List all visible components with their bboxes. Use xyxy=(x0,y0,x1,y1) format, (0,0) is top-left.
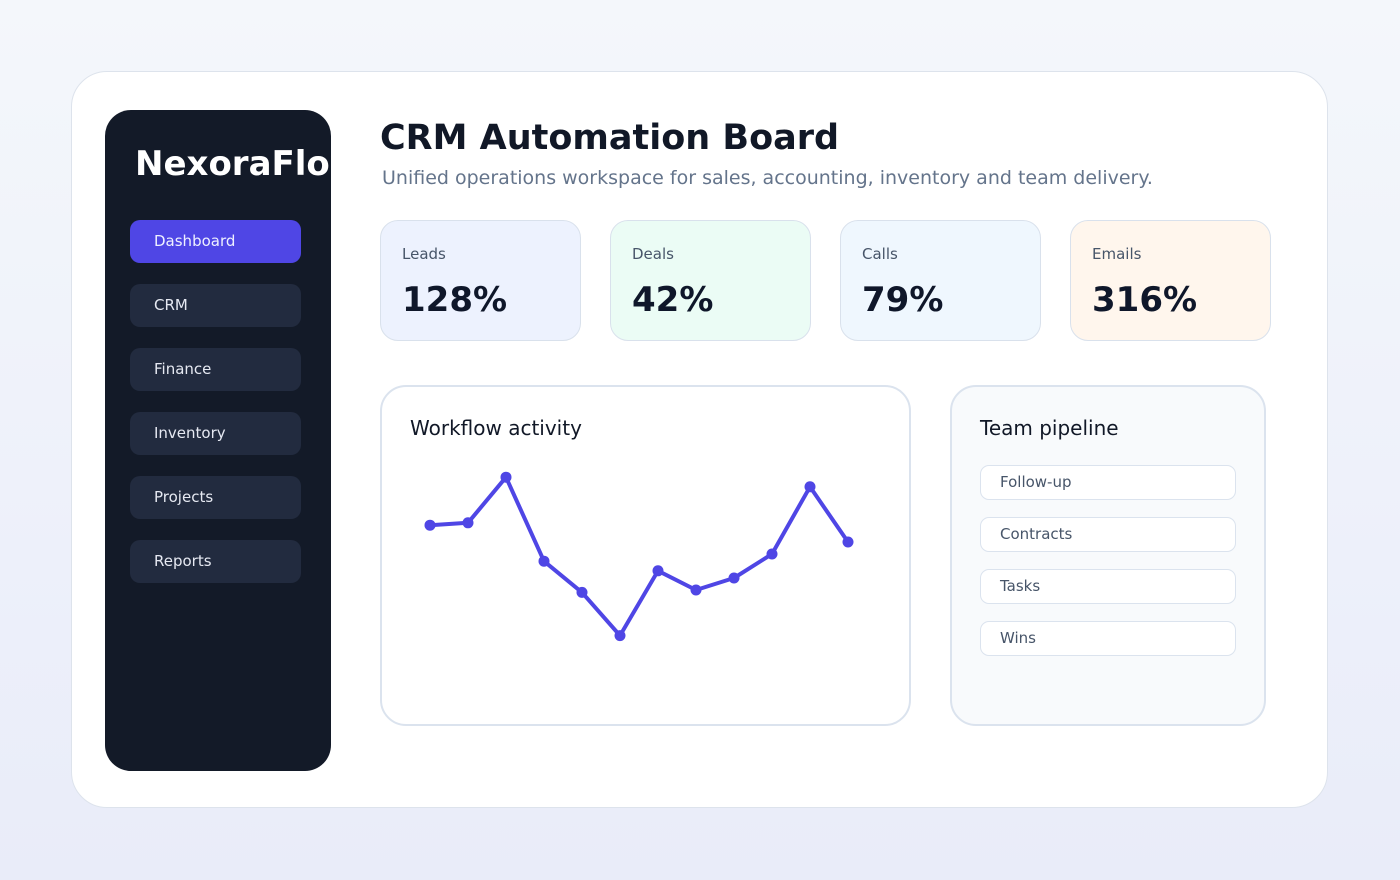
stat-label: Deals xyxy=(632,245,674,263)
team-pipeline-title: Team pipeline xyxy=(980,416,1119,440)
stat-card-leads: Leads 128% xyxy=(380,220,581,341)
stat-card-emails: Emails 316% xyxy=(1070,220,1271,341)
stat-card-calls: Calls 79% xyxy=(840,220,1041,341)
stat-label: Emails xyxy=(1092,245,1142,263)
data-point xyxy=(500,471,512,483)
pipeline-item-tasks[interactable]: Tasks xyxy=(980,569,1236,604)
pipeline-item-follow-up[interactable]: Follow-up xyxy=(980,465,1236,500)
sidebar-item-crm[interactable]: CRM xyxy=(130,284,301,327)
page-subtitle: Unified operations workspace for sales, … xyxy=(382,167,1153,189)
data-point xyxy=(424,519,436,531)
brand-logo: NexoraFlow xyxy=(135,144,331,184)
workflow-activity-chart xyxy=(424,471,854,642)
data-point xyxy=(766,548,778,560)
sidebar: NexoraFlow Dashboard CRM Finance Invento… xyxy=(105,110,331,771)
page-title: CRM Automation Board xyxy=(380,118,840,158)
data-point xyxy=(804,481,816,493)
workflow-activity-panel: Workflow activity xyxy=(380,385,911,726)
stat-label: Leads xyxy=(402,245,446,263)
stat-value: 42% xyxy=(632,280,714,320)
sidebar-item-reports[interactable]: Reports xyxy=(130,540,301,583)
workflow-activity-title: Workflow activity xyxy=(410,416,582,440)
data-point xyxy=(842,536,854,548)
series-line xyxy=(428,475,850,638)
team-pipeline-panel: Team pipeline Follow-up Contracts Tasks … xyxy=(950,385,1266,726)
data-point xyxy=(462,517,474,529)
sidebar-item-finance[interactable]: Finance xyxy=(130,348,301,391)
sidebar-item-dashboard[interactable]: Dashboard xyxy=(130,220,301,263)
pipeline-item-wins[interactable]: Wins xyxy=(980,621,1236,656)
stat-label: Calls xyxy=(862,245,898,263)
data-point xyxy=(538,555,550,567)
data-point xyxy=(576,586,588,598)
sidebar-item-projects[interactable]: Projects xyxy=(130,476,301,519)
data-point xyxy=(690,584,702,596)
stat-card-deals: Deals 42% xyxy=(610,220,811,341)
pipeline-item-contracts[interactable]: Contracts xyxy=(980,517,1236,552)
data-point xyxy=(652,565,664,577)
stat-value: 316% xyxy=(1092,280,1198,320)
stat-value: 128% xyxy=(402,280,508,320)
sidebar-item-inventory[interactable]: Inventory xyxy=(130,412,301,455)
data-point xyxy=(614,630,626,642)
data-point xyxy=(728,572,740,584)
stat-value: 79% xyxy=(862,280,944,320)
